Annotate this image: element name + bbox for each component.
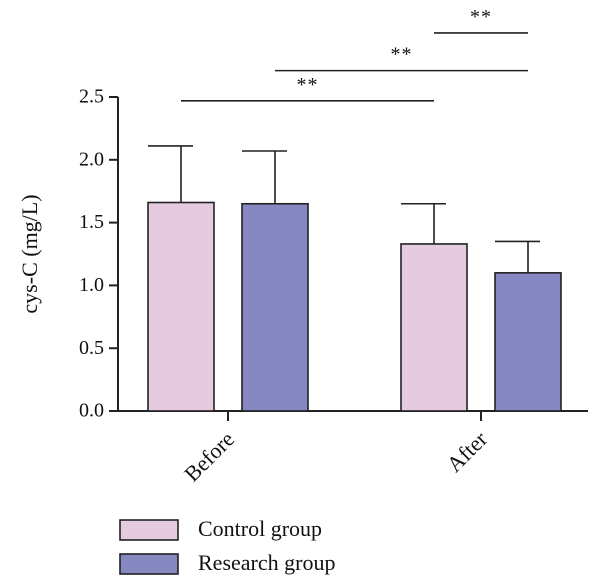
y-tick-label: 0.5	[79, 337, 104, 359]
legend-swatch	[119, 553, 179, 575]
legend-swatch	[119, 519, 179, 541]
y-tick-label: 2.0	[79, 148, 104, 170]
y-tick-label: 1.0	[79, 274, 104, 296]
y-tick-label: 1.5	[79, 211, 104, 233]
legend-label: Control group	[198, 516, 322, 541]
significance-label: **	[391, 44, 413, 66]
bars	[147, 145, 562, 412]
bar-research-group-after	[494, 272, 562, 412]
bar-control-group-before	[147, 201, 215, 412]
legend-label: Research group	[198, 550, 335, 575]
significance-label: **	[470, 6, 492, 28]
y-tick-label: 2.5	[79, 86, 104, 108]
y-tick-label: 0.0	[79, 400, 104, 422]
bar-research-group-before	[241, 202, 309, 412]
x-tick-label: Before	[179, 426, 239, 486]
y-axis-title: cys-C (mg/L)	[17, 194, 42, 313]
significance-annotations: ** ** **	[181, 6, 528, 102]
legend: Control group Research group	[119, 516, 335, 575]
x-tick-label: After	[442, 426, 493, 477]
significance-label: **	[297, 74, 319, 96]
bar-control-group-after	[400, 243, 468, 412]
